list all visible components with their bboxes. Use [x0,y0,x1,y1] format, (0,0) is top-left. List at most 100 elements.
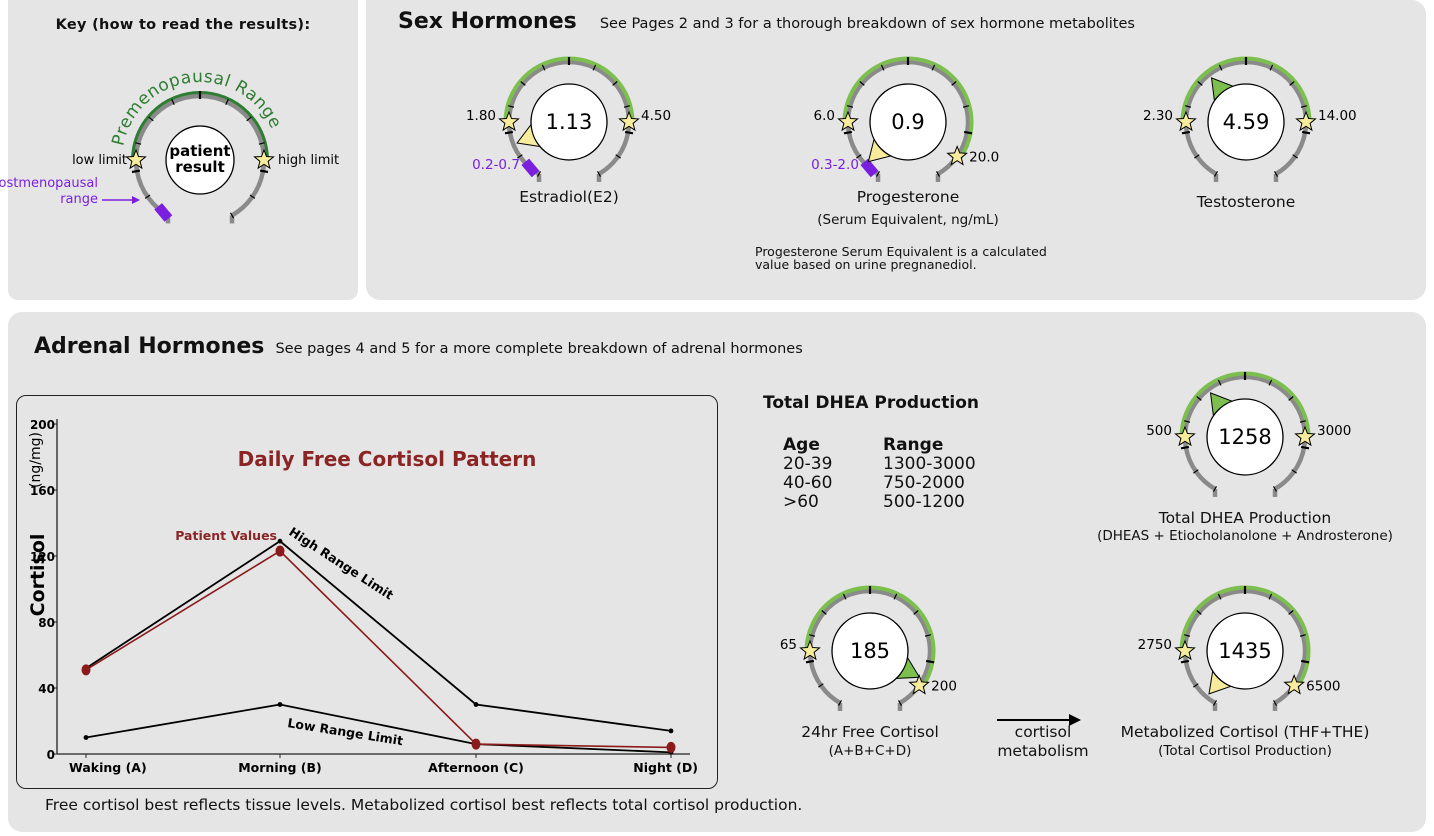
low-limit-value: 500 [1146,423,1172,439]
postmenopausal-range-marker [154,203,173,222]
high-limit-label: high limit [278,153,339,168]
low-limit-star-icon [498,110,520,132]
y-tick-label: 80 [38,616,55,630]
low-limit-star-icon [1175,110,1197,132]
patient-values-annotation: Patient Values [175,528,277,543]
postmenopausal-range-marker [521,158,540,178]
result-circle [1207,83,1285,161]
free-cortisol-label: 24hr Free Cortisol [801,723,939,741]
low-limit-label: low limit [72,153,127,168]
dhea-table-row: >60 500-1200 [783,492,965,512]
dhea-table-row: 20-39 1300-3000 [783,454,976,474]
dhea-gauge-sublabel: (DHEAS + Etiocholanolone + Androsterone) [1097,528,1393,544]
dhea-gauge-label: Total DHEA Production [1158,509,1332,527]
low-limit-star-icon [837,110,859,132]
y-axis-label: Cortisol [27,534,49,617]
result-circle [831,612,909,690]
testosterone-gauge: 4.59 2.30 14.00 [1143,56,1357,182]
progesterone-gauge: 0.9 6.0 20.0 0.3-2.0 [811,56,999,182]
free-cortisol-sublabel: (A+B+C+D) [828,743,912,759]
dhea-range-table: Age Range 20-39 1300-3000 40-60 750-2000 >6… [783,435,976,512]
high-limit-value: 6500 [1306,678,1340,694]
x-tick-label: Afternoon (C) [428,760,524,775]
high-limit-star-icon [908,674,930,695]
testosterone-label: Testosterone [1196,193,1296,211]
low-limit-value: 6.0 [814,108,835,124]
key-title: Key (how to read the results): [55,17,311,33]
adrenal-hormones-title: Adrenal Hormones [34,334,265,359]
metabolized-cortisol-label: Metabolized Cortisol (THF+THE) [1120,723,1370,741]
result-circle [1206,398,1284,476]
low-limit-value: 2750 [1138,637,1172,653]
estradiol-gauge: 1.13 1.80 4.50 0.2-0.7 [466,56,671,182]
progesterone-note: Progesterone Serum Equivalent is a calcu… [755,244,1047,272]
result-value: 1.13 [546,110,593,134]
postmenopausal-range-value: 0.3-2.0 [811,157,859,173]
low-limit-star-icon [125,148,147,170]
postmenopausal-range-marker [860,158,879,178]
metabolized-cortisol-gauge: 1435 2750 6500 [1138,585,1341,711]
high-limit-star-icon [618,110,640,132]
progesterone-sublabel: (Serum Equivalent, ng/mL) [817,212,999,228]
result-value: 1258 [1218,425,1271,449]
y-tick-label: 200 [30,418,55,432]
postmenopausal-range-value: 0.2-0.7 [472,157,520,173]
high-limit-value: 4.50 [641,108,671,124]
high-limit-value: 14.00 [1318,108,1357,124]
high-limit-star-icon [253,148,275,170]
y-tick-label: 120 [30,550,55,564]
high-range-line [85,540,672,732]
metabolized-cortisol-sublabel: (Total Cortisol Production) [1158,743,1332,759]
low-limit-value: 65 [780,637,797,653]
result-value: 1435 [1218,639,1271,663]
high-limit-star-icon [1295,110,1317,132]
cortisol-chart-frame [16,395,718,789]
low-limit-star-icon [1174,425,1196,447]
normal-range-arc [804,585,936,689]
result-value: 0.9 [891,110,924,134]
dhea-gauge: 1258 500 3000 [1146,371,1351,497]
patient-values-line [85,550,672,749]
progesterone-label: Progesterone [856,188,960,206]
x-tick-label: Night (D) [633,760,698,775]
high-limit-star-icon [946,145,968,166]
low-range-line [85,703,672,754]
y-tick-label: 160 [30,484,55,498]
normal-range-arc [1179,585,1311,689]
result-value: 185 [850,639,890,663]
estradiol-label: Estradiol(E2) [519,188,619,206]
svg-text:patient: patient [169,142,230,160]
high-limit-value: 3000 [1317,423,1351,439]
svg-text:range: range [60,192,98,207]
result-circle [165,125,235,195]
result-circle [1206,612,1284,690]
result-circle [869,83,947,161]
svg-text:result: result [175,158,225,176]
cortisol-metabolism-label: cortisol metabolism [997,723,1089,760]
y-tick-label: 40 [38,682,55,696]
y-axis-unit: (ng/mg) [28,432,44,488]
free-cortisol-gauge: 185 65 200 [780,585,957,711]
sex-hormones-subtitle: See Pages 2 and 3 for a thorough breakdo… [599,16,1135,32]
low-limit-star-icon [799,639,821,661]
dhea-table-row: 40-60 750-2000 [783,473,965,493]
adrenal-hormones-subtitle: See pages 4 and 5 for a more complete br… [275,341,803,357]
x-tick-label: Morning (B) [238,760,322,775]
x-tick-label: Waking (A) [69,760,147,775]
high-limit-star-icon [1294,425,1316,447]
y-tick-label: 0 [47,748,55,762]
sex-hormones-title: Sex Hormones [398,9,577,34]
low-limit-star-icon [1174,639,1196,661]
high-limit-value: 200 [931,678,957,694]
high-limit-value: 20.0 [969,149,999,165]
adrenal-footer-note: Free cortisol best reflects tissue level… [45,796,803,814]
low-limit-value: 1.80 [466,108,496,124]
chart-title: Daily Free Cortisol Pattern [238,447,537,471]
postmenopausal-label: Postmenopausal [0,176,98,191]
result-circle [530,83,608,161]
high-limit-star-icon [1283,674,1305,695]
